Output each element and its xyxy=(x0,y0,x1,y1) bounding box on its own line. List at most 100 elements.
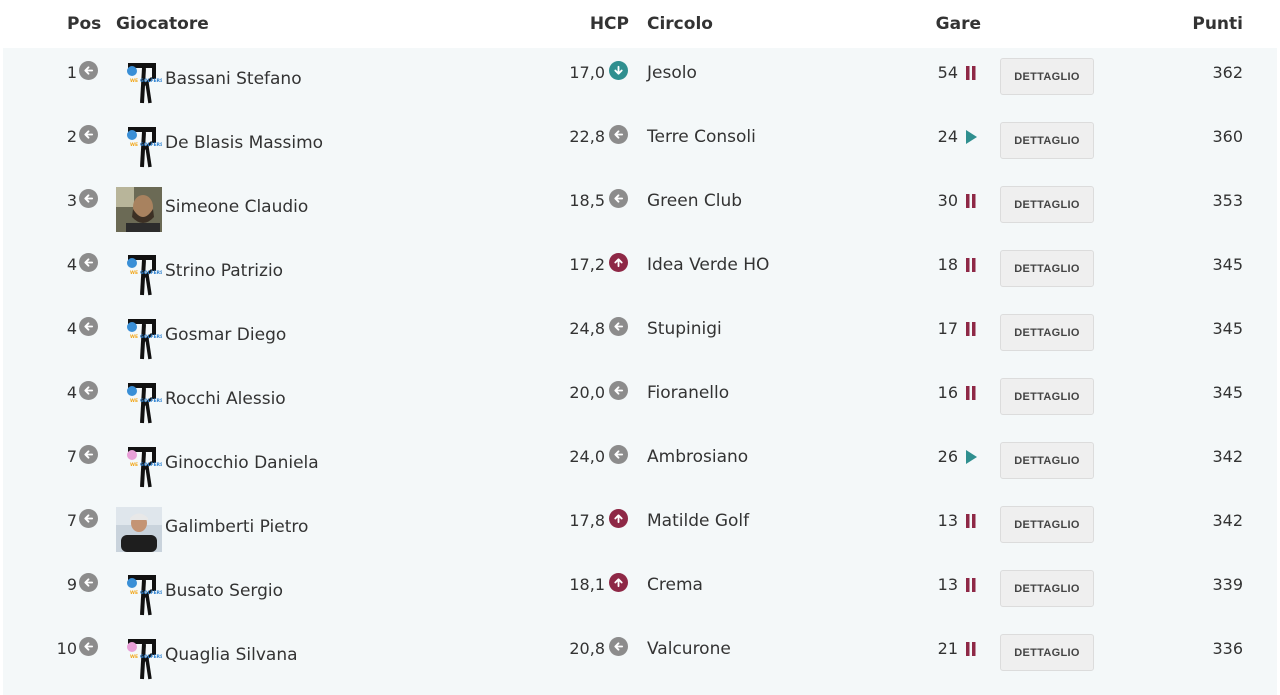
position-unchanged-icon xyxy=(79,381,98,400)
svg-text:WE: WE xyxy=(130,590,138,596)
position-value: 1 xyxy=(66,63,77,82)
wegolfers-logo-icon[interactable]: WE GOLFERS xyxy=(116,635,163,680)
hcp-value: 20,0 xyxy=(569,383,605,402)
svg-text:GOLFERS: GOLFERS xyxy=(140,398,162,404)
avatar-photo[interactable] xyxy=(116,187,162,232)
position-value: 3 xyxy=(66,191,77,210)
club-name: Ambrosiano xyxy=(647,447,749,467)
hcp-unchanged-icon xyxy=(609,445,628,464)
table-row: 9 WE GOLFERS Busato Sergio 18,1 Crema 13 DETTAG… xyxy=(3,560,1277,624)
club-name: Valcurone xyxy=(647,639,731,659)
wegolfers-logo-icon[interactable]: WE GOLFERS xyxy=(116,571,163,616)
hcp-up-icon xyxy=(609,573,628,592)
dettaglio-button[interactable]: DETTAGLIO xyxy=(1000,58,1094,95)
dettaglio-button[interactable]: DETTAGLIO xyxy=(1000,122,1094,159)
header-hcp[interactable]: HCP xyxy=(589,14,629,34)
table-row: 7 WE GOLFERS Ginocchio Daniela 24,0 Ambrosian… xyxy=(3,432,1277,496)
dettaglio-button[interactable]: DETTAGLIO xyxy=(1000,250,1094,287)
punti-value: 362 xyxy=(1212,63,1243,82)
table-row: 7 Galimberti Pietro 17,8 Matilde Golf 13 DETT… xyxy=(3,496,1277,560)
wegolfers-logo-icon[interactable]: WE GOLFERS xyxy=(116,123,163,168)
player-name[interactable]: De Blasis Massimo xyxy=(165,133,324,153)
hcp-value: 20,8 xyxy=(569,639,605,658)
svg-text:WE: WE xyxy=(130,654,138,660)
header-circolo[interactable]: Circolo xyxy=(647,14,713,34)
dettaglio-button[interactable]: DETTAGLIO xyxy=(1000,506,1094,543)
pause-icon xyxy=(964,641,978,657)
svg-text:WE: WE xyxy=(130,462,138,468)
player-name[interactable]: Rocchi Alessio xyxy=(165,389,286,409)
hcp-value: 24,0 xyxy=(569,447,605,466)
svg-text:GOLFERS: GOLFERS xyxy=(140,590,162,596)
table-row: 4 WE GOLFERS Gosmar Diego 24,8 Stupinigi 17 DET… xyxy=(3,304,1277,368)
wegolfers-logo-icon[interactable]: WE GOLFERS xyxy=(116,59,163,104)
header-pos[interactable]: Pos xyxy=(67,14,102,34)
position-value: 2 xyxy=(66,127,77,146)
header-giocatore[interactable]: Giocatore xyxy=(116,14,209,34)
hcp-unchanged-icon xyxy=(609,189,628,208)
punti-value: 336 xyxy=(1212,639,1243,658)
svg-text:WE: WE xyxy=(130,78,138,84)
punti-value: 360 xyxy=(1212,127,1243,146)
gare-value: 13 xyxy=(937,511,958,530)
gare-value: 21 xyxy=(937,639,958,658)
position-value: 9 xyxy=(66,575,77,594)
position-value: 7 xyxy=(66,511,77,530)
hcp-value: 17,0 xyxy=(569,63,605,82)
dettaglio-button[interactable]: DETTAGLIO xyxy=(1000,186,1094,223)
svg-text:GOLFERS: GOLFERS xyxy=(140,334,162,340)
wegolfers-logo-icon[interactable]: WE GOLFERS xyxy=(116,251,163,296)
wegolfers-logo-icon[interactable]: WE GOLFERS xyxy=(116,443,163,488)
dettaglio-button[interactable]: DETTAGLIO xyxy=(1000,314,1094,351)
hcp-up-icon xyxy=(609,509,628,528)
dettaglio-button[interactable]: DETTAGLIO xyxy=(1000,634,1094,671)
header-punti[interactable]: Punti xyxy=(1192,14,1243,34)
gare-value: 13 xyxy=(937,575,958,594)
gare-value: 17 xyxy=(937,319,958,338)
position-unchanged-icon xyxy=(79,509,98,528)
player-name[interactable]: Simeone Claudio xyxy=(165,197,309,217)
player-name[interactable]: Galimberti Pietro xyxy=(165,517,309,537)
hcp-value: 18,5 xyxy=(569,191,605,210)
player-name[interactable]: Ginocchio Daniela xyxy=(165,453,319,473)
player-name[interactable]: Busato Sergio xyxy=(165,581,284,601)
position-value: 4 xyxy=(66,255,77,274)
svg-text:GOLFERS: GOLFERS xyxy=(140,270,162,276)
pause-icon xyxy=(964,577,978,593)
table-row: 10 WE GOLFERS Quaglia Silvana 20,8 Valcurone 2… xyxy=(3,624,1277,688)
table-row: 4 WE GOLFERS Strino Patrizio 17,2 Idea Verde … xyxy=(3,240,1277,304)
svg-text:WE: WE xyxy=(130,270,138,276)
avatar-photo[interactable] xyxy=(116,507,162,552)
pause-icon xyxy=(964,321,978,337)
gare-value: 54 xyxy=(937,63,958,82)
player-name[interactable]: Gosmar Diego xyxy=(165,325,287,345)
svg-text:GOLFERS: GOLFERS xyxy=(140,462,162,468)
club-name: Green Club xyxy=(647,191,743,211)
dettaglio-button[interactable]: DETTAGLIO xyxy=(1000,570,1094,607)
hcp-unchanged-icon xyxy=(609,381,628,400)
table-header: Pos Giocatore HCP Circolo Gare Punti xyxy=(3,0,1277,48)
punti-value: 353 xyxy=(1212,191,1243,210)
gare-value: 30 xyxy=(937,191,958,210)
position-unchanged-icon xyxy=(79,61,98,80)
play-icon xyxy=(964,129,978,145)
club-name: Stupinigi xyxy=(647,319,722,339)
position-unchanged-icon xyxy=(79,189,98,208)
club-name: Terre Consoli xyxy=(647,127,756,147)
player-name[interactable]: Bassani Stefano xyxy=(165,69,302,89)
punti-value: 345 xyxy=(1212,383,1243,402)
player-name[interactable]: Strino Patrizio xyxy=(165,261,284,281)
svg-text:GOLFERS: GOLFERS xyxy=(140,142,162,148)
header-gare[interactable]: Gare xyxy=(935,14,981,34)
wegolfers-logo-icon[interactable]: WE GOLFERS xyxy=(116,315,163,360)
svg-text:GOLFERS: GOLFERS xyxy=(140,78,162,84)
position-unchanged-icon xyxy=(79,445,98,464)
punti-value: 345 xyxy=(1212,319,1243,338)
hcp-value: 24,8 xyxy=(569,319,605,338)
player-name[interactable]: Quaglia Silvana xyxy=(165,645,298,665)
dettaglio-button[interactable]: DETTAGLIO xyxy=(1000,378,1094,415)
position-unchanged-icon xyxy=(79,317,98,336)
hcp-down-icon xyxy=(609,61,628,80)
wegolfers-logo-icon[interactable]: WE GOLFERS xyxy=(116,379,163,424)
dettaglio-button[interactable]: DETTAGLIO xyxy=(1000,442,1094,479)
